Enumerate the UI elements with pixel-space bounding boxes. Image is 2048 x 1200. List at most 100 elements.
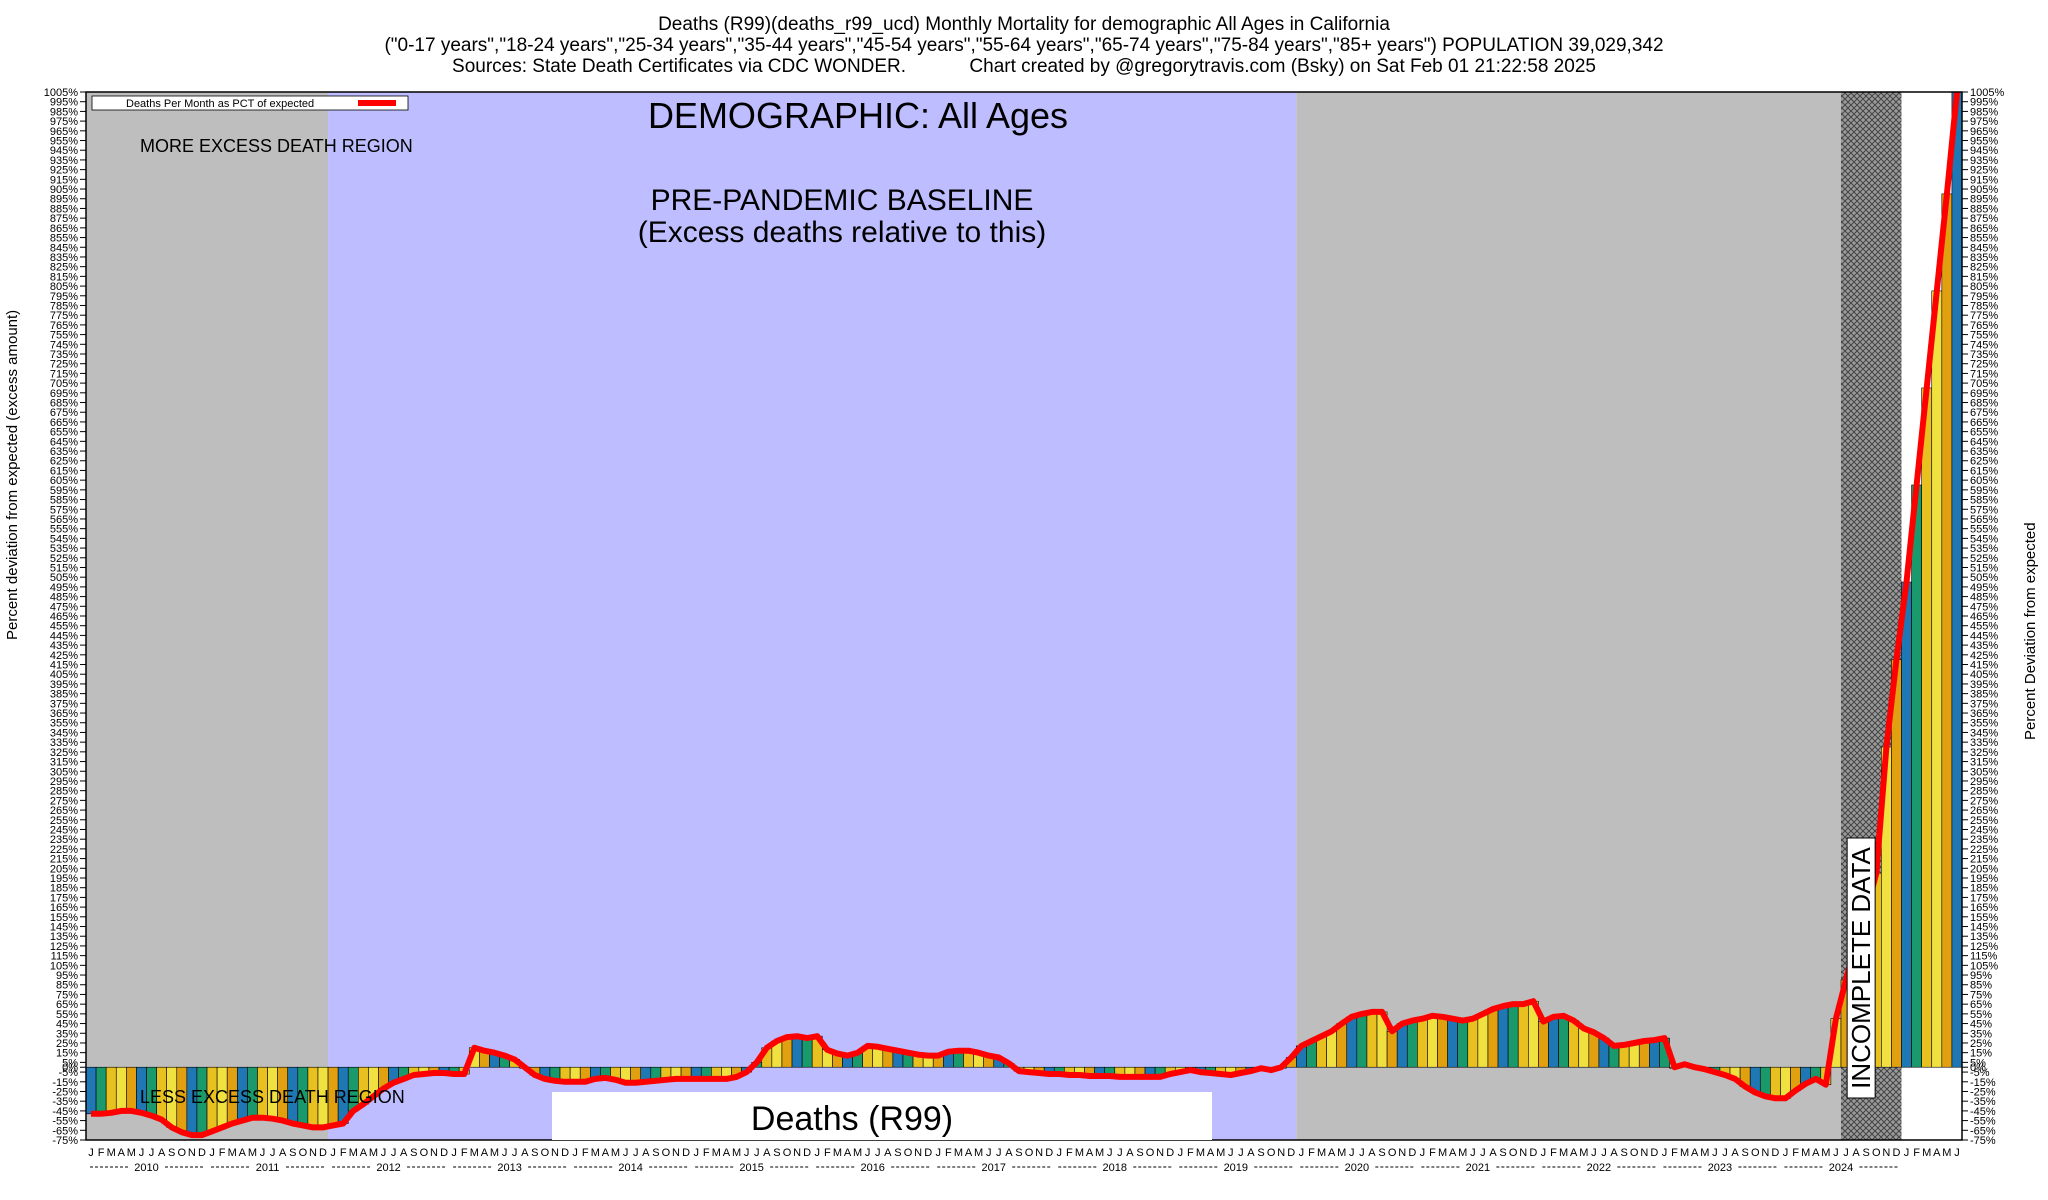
month-label-44: S <box>531 1147 538 1159</box>
month-label-151: A <box>1610 1147 1618 1159</box>
ytick-label-left-48: 395% <box>50 679 78 691</box>
month-label-53: J <box>623 1147 629 1159</box>
month-label-109: F <box>1187 1147 1194 1159</box>
bar-183 <box>1931 290 1943 1068</box>
ytick-label-left-102: 935% <box>50 155 78 167</box>
ytick-label-left-5: -25% <box>52 1086 78 1098</box>
ytick-label-left-2: -55% <box>52 1116 78 1128</box>
month-label-178: N <box>1882 1147 1890 1159</box>
ytick-label-right-48: 395% <box>1970 679 1998 691</box>
month-label-87: A <box>965 1147 973 1159</box>
ytick-label-right-47: 385% <box>1970 689 1998 701</box>
region-2 <box>1296 92 1841 1140</box>
year-bg-5 <box>734 1161 769 1173</box>
ytick-label-right-98: 895% <box>1970 194 1998 206</box>
ytick-label-left-30: 215% <box>50 854 78 866</box>
ytick-label-right-90: 815% <box>1970 271 1998 283</box>
ytick-label-left-8: 0% <box>62 1062 78 1074</box>
series-label: Deaths (R99) <box>751 1100 953 1138</box>
month-label-165: O <box>1751 1147 1760 1159</box>
ytick-label-right-17: 85% <box>1970 980 1992 992</box>
bar-147 <box>1568 1020 1580 1068</box>
ytick-label-right-36: 275% <box>1970 795 1998 807</box>
ytick-label-right-86: 775% <box>1970 310 1998 322</box>
ytick-label-right-30: 215% <box>1970 854 1998 866</box>
month-label-123: A <box>1328 1147 1336 1159</box>
year-bg-11 <box>1460 1161 1495 1173</box>
ytick-label-left-68: 595% <box>50 485 78 497</box>
ytick-label-left-18: 95% <box>56 970 78 982</box>
ytick-label-right-79: 705% <box>1970 378 1998 390</box>
month-label-153: O <box>1630 1147 1639 1159</box>
ytick-label-right-12: 35% <box>1970 1028 1992 1040</box>
ytick-label-left-55: 465% <box>50 611 78 623</box>
ytick-label-right-75: 665% <box>1970 417 1998 429</box>
month-label-138: J <box>1480 1147 1486 1159</box>
month-label-88: M <box>974 1147 983 1159</box>
month-label-69: O <box>783 1147 792 1159</box>
ytick-label-right-96: 875% <box>1970 213 1998 225</box>
ytick-label-right-44: 355% <box>1970 718 1998 730</box>
ytick-label-right-19: 105% <box>1970 960 1998 972</box>
ytick-label-left-7: -5% <box>58 1067 78 1079</box>
ytick-label-left-100: 915% <box>50 174 78 186</box>
ytick-label-left-17: 85% <box>56 980 78 992</box>
bar-0 <box>85 1066 97 1115</box>
month-label-15: A <box>239 1147 247 1159</box>
year-label-10: 2020 <box>1345 1162 1369 1174</box>
ytick-label-left-74: 655% <box>50 427 78 439</box>
ytick-label-left-37: 285% <box>50 786 78 798</box>
bar-124 <box>1336 1023 1348 1068</box>
ytick-label-right-40: 315% <box>1970 757 1998 769</box>
year-label-2: 2012 <box>376 1162 400 1174</box>
ytick-label-right-56: 475% <box>1970 601 1998 613</box>
ytick-label-left-22: 135% <box>50 931 78 943</box>
ytick-label-left-60: 515% <box>50 562 78 574</box>
month-label-100: M <box>1095 1147 1104 1159</box>
month-label-33: O <box>420 1147 429 1159</box>
month-label-112: M <box>1216 1147 1225 1159</box>
month-label-81: O <box>904 1147 913 1159</box>
ytick-label-left-109: 1005% <box>44 87 78 99</box>
month-label-89: J <box>986 1147 992 1159</box>
ytick-label-right-108: 995% <box>1970 97 1998 109</box>
ytick-label-left-46: 375% <box>50 698 78 710</box>
ytick-label-left-3: -45% <box>52 1106 78 1118</box>
year-label-5: 2015 <box>739 1162 763 1174</box>
year-label-14: 2024 <box>1829 1162 1853 1174</box>
incomplete-label-box <box>1846 837 1876 1099</box>
ytick-label-left-39: 305% <box>50 766 78 778</box>
ytick-label-left-89: 805% <box>50 281 78 293</box>
month-label-35: D <box>440 1147 448 1159</box>
bar-132 <box>1417 1018 1428 1068</box>
ytick-label-right-1: -65% <box>1970 1125 1996 1137</box>
ytick-label-right-69: 605% <box>1970 475 1998 487</box>
month-label-114: J <box>1238 1147 1244 1159</box>
ytick-label-left-107: 985% <box>50 106 78 118</box>
year-label-1: 2011 <box>256 1162 280 1174</box>
month-label-95: D <box>1045 1147 1053 1159</box>
ytick-label-right-53: 445% <box>1970 630 1998 642</box>
ytick-label-left-87: 785% <box>50 300 78 312</box>
month-label-48: J <box>572 1147 578 1159</box>
ytick-label-right-103: 945% <box>1970 145 1998 157</box>
ytick-label-right-10: 15% <box>1970 1048 1992 1060</box>
ytick-label-left-69: 605% <box>50 475 78 487</box>
bar-181 <box>1911 484 1922 1068</box>
month-label-140: S <box>1499 1147 1506 1159</box>
bar-1 <box>95 1066 107 1115</box>
month-label-13: F <box>219 1147 226 1159</box>
month-label-4: M <box>127 1147 136 1159</box>
ytick-label-right-14: 55% <box>1970 1009 1992 1021</box>
month-label-142: N <box>1519 1147 1527 1159</box>
month-label-34: N <box>430 1147 438 1159</box>
bar-144 <box>1538 1021 1549 1068</box>
ytick-label-left-62: 535% <box>50 543 78 555</box>
month-label-14: M <box>228 1147 237 1159</box>
ytick-label-right-23: 145% <box>1970 922 1998 934</box>
ytick-label-right-31: 225% <box>1970 844 1998 856</box>
ytick-label-left-75: 665% <box>50 417 78 429</box>
month-label-29: J <box>381 1147 387 1159</box>
month-label-32: S <box>410 1147 417 1159</box>
month-label-159: A <box>1691 1147 1699 1159</box>
